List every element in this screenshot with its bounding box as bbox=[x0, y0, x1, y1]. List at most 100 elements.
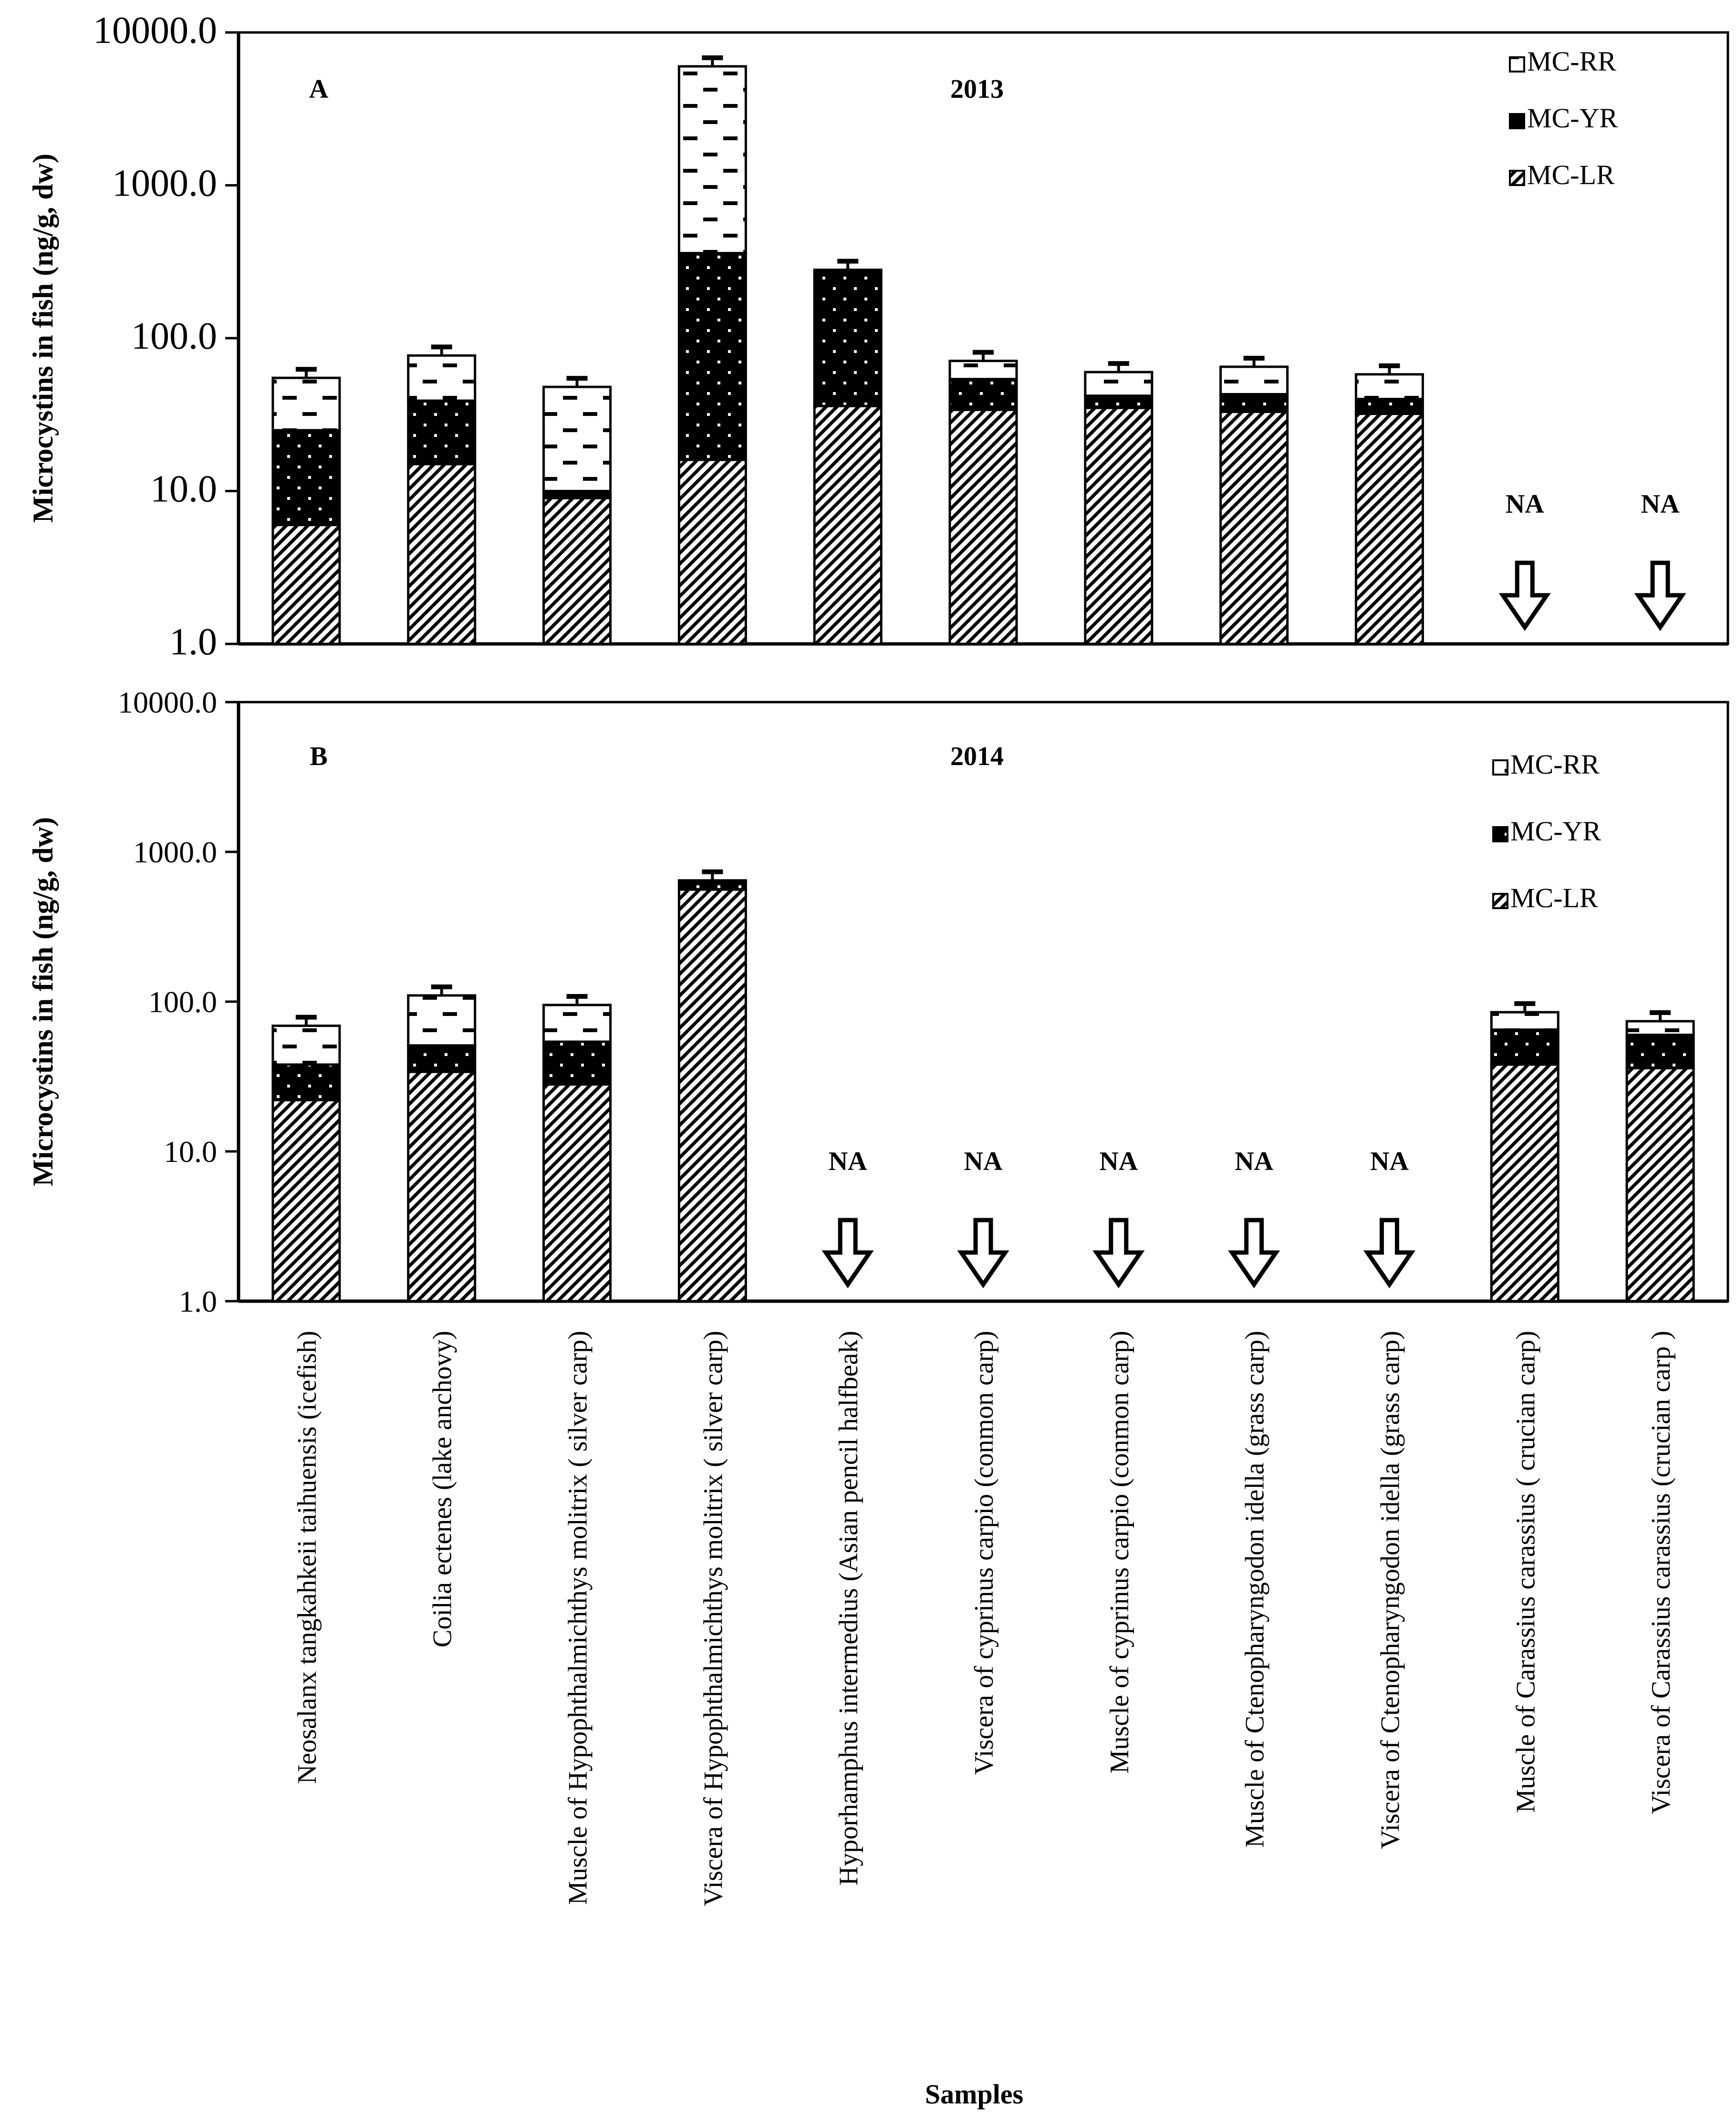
bar-segment-mc-rr bbox=[542, 385, 612, 492]
bar-segment-mc-lr bbox=[1219, 410, 1289, 645]
category-label: Muscle of cyprinus carpio (conmon carp) bbox=[1105, 1331, 1134, 1773]
legend-swatch-mc-yr bbox=[1509, 113, 1525, 129]
y-tick-label: 100.0 bbox=[148, 985, 217, 1019]
bar-segment-mc-yr bbox=[407, 1044, 477, 1073]
bar-segment-mc-yr bbox=[1219, 393, 1289, 413]
bar-segment-mc-lr bbox=[1084, 406, 1154, 645]
x-axis-label: Samples bbox=[925, 2079, 1023, 2110]
y-tick-group: 1.0 10.0 100.0 1000.0 10000.0 bbox=[118, 685, 239, 1318]
na-arrow-icon bbox=[1092, 1218, 1145, 1288]
bar-segment-mc-yr bbox=[813, 269, 883, 407]
na-label: NA bbox=[1235, 1147, 1273, 1176]
na-arrow-icon bbox=[1228, 1218, 1280, 1288]
legend-label: MC-RR bbox=[1527, 46, 1616, 77]
bar-segment-mc-rr bbox=[1084, 371, 1154, 397]
category-label: Viscera of Ctenopharyngodon idella (gras… bbox=[1375, 1331, 1405, 1849]
legend-swatch-mc-lr bbox=[1509, 170, 1525, 186]
bar-segment-mc-yr bbox=[1625, 1034, 1695, 1069]
bar-segment-mc-yr bbox=[407, 399, 477, 466]
chart-title: 2014 bbox=[950, 742, 1004, 771]
y-axis-label: Microcystins in fish (ng/g, dw) bbox=[27, 154, 59, 523]
bar-segment-mc-rr bbox=[271, 1025, 341, 1066]
bar-segment-mc-lr bbox=[948, 408, 1018, 645]
bar-segment-mc-yr bbox=[271, 1063, 341, 1101]
bar-segment-mc-lr bbox=[813, 404, 883, 645]
category-label: Muscle of Carassius carassius ( crucian … bbox=[1511, 1331, 1540, 1813]
y-tick-label: 1000.0 bbox=[112, 163, 217, 205]
y-tick-label: 10000.0 bbox=[93, 10, 217, 52]
bar-segment-mc-yr bbox=[677, 252, 747, 461]
y-tick-label: 10.0 bbox=[150, 468, 217, 510]
chart-panel-b: 1.0 10.0 100.0 1000.0 10000.0 NA NA NA NA NA Mic… bbox=[27, 685, 1729, 1318]
y-tick-label: 10.0 bbox=[164, 1135, 217, 1169]
bar-segment-mc-rr bbox=[677, 879, 747, 883]
legend-label: MC-LR bbox=[1510, 882, 1598, 913]
na-label: NA bbox=[1506, 489, 1544, 519]
bar-segment-mc-rr bbox=[407, 994, 477, 1047]
bar-segment-mc-lr bbox=[407, 1070, 477, 1303]
bar-segment-mc-yr bbox=[1084, 394, 1154, 409]
bar-segment-mc-rr bbox=[813, 269, 883, 272]
category-label: Muscle of Ctenopharyngodon idella (grass… bbox=[1240, 1331, 1270, 1848]
bar-segment-mc-yr bbox=[948, 378, 1018, 411]
bar-segment-mc-lr bbox=[1625, 1067, 1695, 1303]
bar-segment-mc-lr bbox=[677, 888, 747, 1303]
y-axis-label: Microcystins in fish (ng/g, dw) bbox=[27, 817, 59, 1186]
na-arrow-icon bbox=[821, 1218, 874, 1288]
na-arrow-icon bbox=[1498, 560, 1551, 631]
bar-segment-mc-lr bbox=[542, 1083, 612, 1303]
bar-segment-mc-rr bbox=[1490, 1011, 1559, 1031]
na-marker-group: NA NA NA NA NA bbox=[821, 1147, 1415, 1288]
chart-panel-a: 1.0 10.0 100.0 1000.0 10000.0 NA NA Microcyst… bbox=[27, 10, 1729, 663]
bar-segment-mc-rr bbox=[407, 354, 477, 402]
na-label: NA bbox=[1641, 489, 1680, 519]
bar-segment-mc-yr bbox=[542, 1040, 612, 1086]
bar-segment-mc-rr bbox=[1219, 365, 1289, 395]
na-arrow-icon bbox=[957, 1218, 1009, 1288]
legend-swatch-mc-yr bbox=[1492, 826, 1508, 842]
legend-label: MC-RR bbox=[1510, 749, 1600, 780]
chart-title: 2013 bbox=[950, 74, 1004, 104]
bar-segment-mc-lr bbox=[1490, 1063, 1559, 1303]
panel-letter: B bbox=[310, 742, 327, 771]
na-label: NA bbox=[829, 1147, 867, 1176]
na-label: NA bbox=[1099, 1147, 1138, 1176]
bar-segment-mc-rr bbox=[1354, 373, 1424, 401]
bar-segment-mc-rr bbox=[271, 376, 341, 432]
legend-swatch-mc-rr bbox=[1509, 56, 1525, 72]
category-label: Hyporhamphus intermedius (Asian pencil h… bbox=[834, 1331, 863, 1885]
bar-segment-mc-lr bbox=[271, 1098, 341, 1303]
bar-segment-mc-yr bbox=[1354, 398, 1424, 415]
category-label: Viscera of cyprinus carpio (conmon carp) bbox=[969, 1331, 999, 1775]
y-tick-label: 1000.0 bbox=[133, 835, 217, 869]
bar-segment-mc-lr bbox=[1354, 413, 1424, 645]
y-tick-label: 1.0 bbox=[169, 621, 217, 663]
category-label: Coilia ectenes (lake anchovy) bbox=[428, 1331, 457, 1647]
legend-label: MC-LR bbox=[1527, 159, 1615, 190]
y-tick-label: 1.0 bbox=[179, 1284, 217, 1318]
na-label: NA bbox=[1370, 1147, 1409, 1176]
category-label: Viscera of Carassius carassius (crucian … bbox=[1646, 1331, 1676, 1814]
category-label: Muscle of Hypophthalmichthys molitrix ( … bbox=[563, 1331, 593, 1905]
legend-swatch-mc-rr bbox=[1492, 759, 1508, 776]
category-label-group: Neosalanx tangkahkeii taihuensis (icefis… bbox=[292, 1331, 1676, 1906]
y-tick-label: 100.0 bbox=[131, 315, 217, 357]
bar-group bbox=[271, 869, 1695, 1303]
bar-segment-mc-lr bbox=[677, 458, 747, 645]
bar-segment-mc-rr bbox=[1625, 1020, 1695, 1036]
legend-label: MC-YR bbox=[1510, 816, 1601, 847]
legend: MC-RR MC-YR MC-LR bbox=[1492, 749, 1601, 913]
bar-segment-mc-yr bbox=[677, 880, 747, 891]
na-marker-group: NA NA bbox=[1498, 489, 1686, 631]
bar-segment-mc-rr bbox=[542, 1004, 612, 1043]
bar-segment-mc-lr bbox=[271, 524, 341, 645]
category-label: Viscera of Hypophthalmichthys molitrix (… bbox=[698, 1331, 728, 1906]
y-tick-label: 10000.0 bbox=[118, 685, 217, 719]
legend-label: MC-YR bbox=[1527, 103, 1618, 134]
bar-segment-mc-yr bbox=[1490, 1028, 1559, 1066]
panel-letter: A bbox=[309, 74, 329, 104]
bar-segment-mc-yr bbox=[271, 429, 341, 527]
category-label: Neosalanx tangkahkeii taihuensis (icefis… bbox=[292, 1331, 322, 1784]
na-arrow-icon bbox=[1634, 560, 1686, 631]
